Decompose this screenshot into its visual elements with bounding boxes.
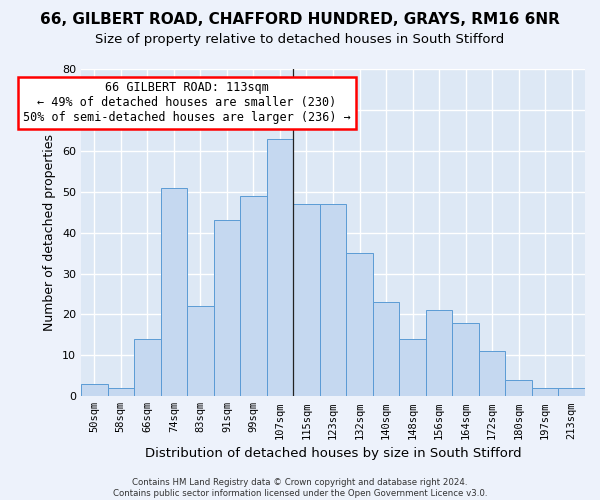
Bar bbox=[161, 188, 187, 396]
Bar bbox=[479, 352, 505, 397]
Bar bbox=[505, 380, 532, 396]
Bar bbox=[293, 204, 320, 396]
Bar bbox=[240, 196, 266, 396]
Bar bbox=[532, 388, 559, 396]
Y-axis label: Number of detached properties: Number of detached properties bbox=[43, 134, 56, 331]
Bar bbox=[320, 204, 346, 396]
Bar bbox=[134, 339, 161, 396]
Text: 66 GILBERT ROAD: 113sqm
← 49% of detached houses are smaller (230)
50% of semi-d: 66 GILBERT ROAD: 113sqm ← 49% of detache… bbox=[23, 82, 351, 124]
Text: Size of property relative to detached houses in South Stifford: Size of property relative to detached ho… bbox=[95, 32, 505, 46]
Bar bbox=[400, 339, 426, 396]
Bar bbox=[346, 253, 373, 396]
Bar bbox=[107, 388, 134, 396]
X-axis label: Distribution of detached houses by size in South Stifford: Distribution of detached houses by size … bbox=[145, 447, 521, 460]
Bar bbox=[81, 384, 107, 396]
Text: 66, GILBERT ROAD, CHAFFORD HUNDRED, GRAYS, RM16 6NR: 66, GILBERT ROAD, CHAFFORD HUNDRED, GRAY… bbox=[40, 12, 560, 28]
Bar bbox=[559, 388, 585, 396]
Bar bbox=[426, 310, 452, 396]
Text: Contains HM Land Registry data © Crown copyright and database right 2024.
Contai: Contains HM Land Registry data © Crown c… bbox=[113, 478, 487, 498]
Bar bbox=[187, 306, 214, 396]
Bar bbox=[373, 302, 400, 396]
Bar bbox=[452, 322, 479, 396]
Bar bbox=[214, 220, 240, 396]
Bar bbox=[266, 138, 293, 396]
